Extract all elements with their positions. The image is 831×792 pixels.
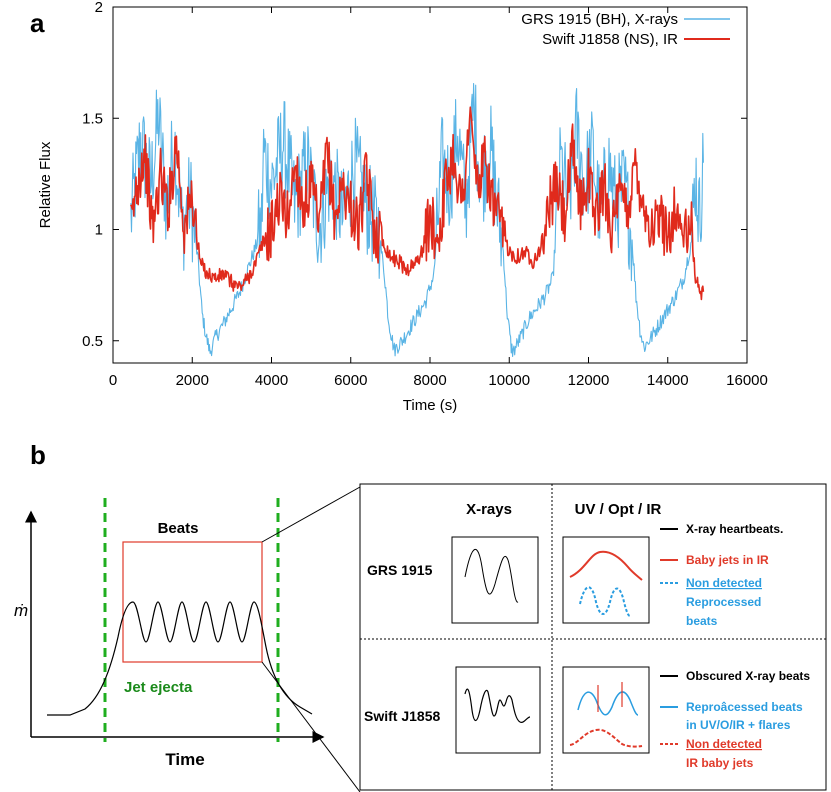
beats-label: Beats bbox=[158, 520, 199, 537]
series-line-swiftj1858 bbox=[130, 106, 705, 301]
swift-legend-red-line2: IR baby jets bbox=[686, 756, 754, 770]
light-curve-chart: 0 2000 4000 6000 8000 10000 12000 14000 16000 0.5… bbox=[37, 0, 768, 414]
x-tick-label: 14000 bbox=[647, 372, 689, 389]
plot-frame bbox=[112, 6, 748, 364]
x-axis-label: Time (s) bbox=[403, 397, 457, 414]
x-tick-label: 6000 bbox=[334, 372, 367, 389]
detail-frame bbox=[359, 483, 827, 791]
row-label-swift: Swift J1858 bbox=[364, 708, 440, 724]
y-tick-label: 2 bbox=[95, 0, 103, 16]
mdot-label: ṁ bbox=[14, 601, 28, 620]
grs-legend-red-text: Baby jets in IR bbox=[686, 553, 769, 567]
series-group bbox=[130, 82, 705, 358]
axis-ticks: 0 2000 4000 6000 8000 10000 12000 14000 16000 0.5… bbox=[82, 0, 768, 389]
grs-legend-blue-line1: Non detected bbox=[686, 576, 762, 590]
heartbeat-schematic: ṁ Time Beats Jet ejecta X-rays UV / Opt … bbox=[14, 483, 827, 792]
jet-ejecta-label: Jet ejecta bbox=[124, 679, 193, 696]
swift-legend-blue-line2: in UV/O/IR + flares bbox=[686, 718, 791, 732]
time-label: Time bbox=[165, 750, 204, 769]
swift-uvoir-box bbox=[562, 666, 650, 754]
legend-label-grs: GRS 1915 (BH), X-rays bbox=[521, 11, 678, 28]
grs-uvoir-box bbox=[562, 536, 650, 624]
swift-baby-jet-curve bbox=[569, 728, 643, 748]
legend-label-swift: Swift J1858 (NS), IR bbox=[542, 31, 678, 48]
y-tick-label: 0.5 bbox=[82, 333, 103, 350]
grs-reprocessed-curve bbox=[579, 586, 631, 617]
grs-legend-black-text: X-ray heartbeats. bbox=[686, 522, 783, 536]
zoom-line-top bbox=[261, 486, 361, 543]
swift-obscured-xray-curve bbox=[464, 688, 531, 723]
row-label-grs: GRS 1915 bbox=[367, 562, 433, 578]
x-tick-label: 4000 bbox=[255, 372, 288, 389]
swift-xray-box bbox=[455, 666, 541, 754]
accretion-rate-curve bbox=[47, 601, 313, 716]
swift-legend-black-text: Obscured X-ray beats bbox=[686, 669, 810, 683]
grs-legend-blue-line3: beats bbox=[686, 614, 718, 628]
grs-xray-box bbox=[451, 536, 539, 624]
grs-xray-heartbeat-curve bbox=[464, 548, 519, 603]
series-line-grs1915 bbox=[130, 82, 704, 358]
panel-a-label: a bbox=[30, 8, 45, 38]
swift-legend-blue-line1: Reproâcessed beats bbox=[686, 700, 803, 714]
y-axis-label: Relative Flux bbox=[37, 141, 54, 228]
col-header-xrays: X-rays bbox=[466, 501, 512, 518]
x-tick-label: 8000 bbox=[413, 372, 446, 389]
grs-baby-jet-curve bbox=[569, 550, 643, 581]
col-header-uvoptir: UV / Opt / IR bbox=[575, 501, 662, 518]
legend: GRS 1915 (BH), X-rays Swift J1858 (NS), … bbox=[521, 11, 730, 48]
x-tick-label: 0 bbox=[109, 372, 117, 389]
left-schematic: ṁ Time Beats Jet ejecta bbox=[14, 498, 325, 769]
grs-legend-blue-line2: Reprocessed bbox=[686, 595, 761, 609]
detail-box: X-rays UV / Opt / IR GRS 1915 Swift J185… bbox=[359, 483, 827, 791]
swift-reprocessed-curve bbox=[577, 691, 639, 716]
panel-b-label: b bbox=[30, 440, 46, 470]
zoom-line-bottom bbox=[261, 661, 361, 792]
x-tick-label: 10000 bbox=[488, 372, 530, 389]
swift-legend-red-line1: Non detected bbox=[686, 737, 762, 751]
x-tick-label: 16000 bbox=[726, 372, 768, 389]
y-tick-label: 1 bbox=[95, 222, 103, 239]
x-tick-label: 2000 bbox=[176, 372, 209, 389]
beats-box bbox=[122, 541, 263, 663]
x-tick-label: 12000 bbox=[568, 372, 610, 389]
y-tick-label: 1.5 bbox=[82, 110, 103, 127]
